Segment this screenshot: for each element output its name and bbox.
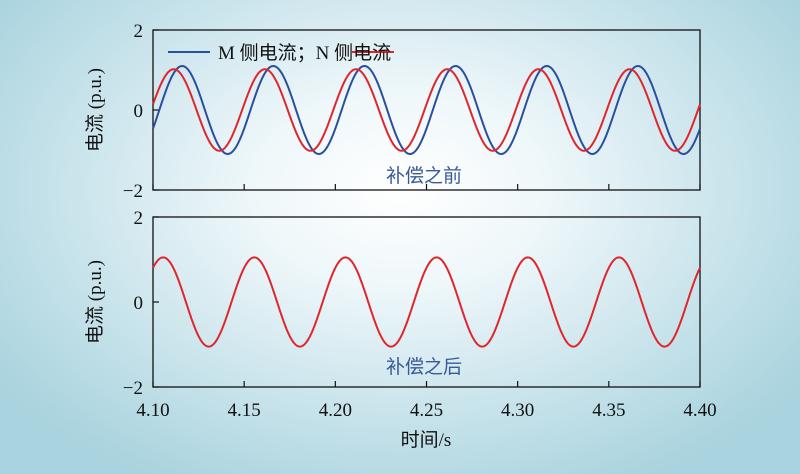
legend-text: M 侧电流；N 侧电流 xyxy=(218,42,391,64)
panel-before: 2 0 −2 电流 (p.u.) 补偿之前 M 侧电流；N 侧电流 xyxy=(84,21,701,202)
bottom-ytick-label-neg2: −2 xyxy=(123,378,143,399)
panel-after-lines xyxy=(152,256,701,348)
panel-after-ticks xyxy=(152,216,701,388)
xtick-label: 4.40 xyxy=(683,400,716,421)
bottom-ylabel: 电流 (p.u.) xyxy=(84,260,106,344)
xtick-label: 4.20 xyxy=(319,400,352,421)
panel-before-lines xyxy=(152,64,701,156)
top-ytick-label-neg2: −2 xyxy=(123,181,143,202)
panel-before-yticks xyxy=(152,29,701,191)
top-ylabel: 电流 (p.u.) xyxy=(84,68,106,152)
annotation-after: 补偿之后 xyxy=(386,356,462,378)
xtick-labels: 4.10 4.15 4.20 4.25 4.30 4.35 4.40 xyxy=(136,400,716,421)
top-ytick-label-2: 2 xyxy=(134,21,144,42)
series-line-0-0 xyxy=(152,64,701,156)
top-ytick-label-0: 0 xyxy=(134,101,144,122)
bottom-ytick-label-0: 0 xyxy=(134,293,144,314)
xtick-label: 4.15 xyxy=(228,400,261,421)
xlabel: 时间/s xyxy=(401,429,452,451)
bottom-ytick-label-2: 2 xyxy=(134,208,144,229)
xtick-label: 4.35 xyxy=(592,400,625,421)
legend: M 侧电流；N 侧电流 xyxy=(168,42,394,64)
series-line-0-1 xyxy=(152,68,701,152)
xtick-label: 4.10 xyxy=(136,400,169,421)
panel-after: 2 0 −2 电流 (p.u.) 补偿之后 4.10 4.15 4.20 4.25 4.… xyxy=(84,208,717,451)
annotation-before: 补偿之前 xyxy=(386,165,462,187)
xtick-label: 4.25 xyxy=(410,400,443,421)
xtick-label: 4.30 xyxy=(501,400,534,421)
series-line-1-0 xyxy=(152,256,701,348)
